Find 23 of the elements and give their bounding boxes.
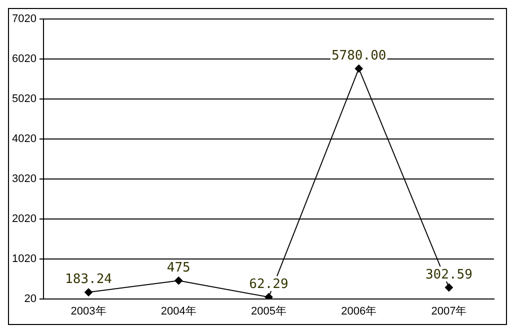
data-label: 62.29: [249, 276, 288, 292]
y-tick-label: 3020: [12, 172, 36, 185]
point: [354, 64, 363, 73]
x-tick-label: 2004年: [160, 305, 196, 318]
x-tick-label: 2003年: [70, 305, 106, 318]
y-tick-label: 5020: [12, 92, 36, 105]
y-tick-label: 2020: [12, 212, 36, 225]
y-tick-label: 4020: [12, 132, 36, 145]
point: [444, 284, 453, 292]
x-tick-label: 2005年: [250, 305, 286, 318]
y-tick-label: 20: [24, 292, 36, 305]
y-tick-label: 1020: [12, 252, 36, 265]
data-label: 5780.00: [331, 48, 386, 64]
data-label: 302.59: [425, 267, 472, 282]
point: [264, 293, 273, 299]
data-label: 475: [166, 260, 190, 276]
x-tick-label: 2006年: [341, 305, 377, 318]
y-tick-label: 7020: [12, 13, 36, 26]
data-label: 183.24: [65, 272, 112, 288]
x-tick-label: 2007年: [431, 305, 467, 318]
y-tick-label: 6020: [12, 53, 36, 66]
point: [174, 276, 183, 285]
point: [84, 288, 93, 296]
